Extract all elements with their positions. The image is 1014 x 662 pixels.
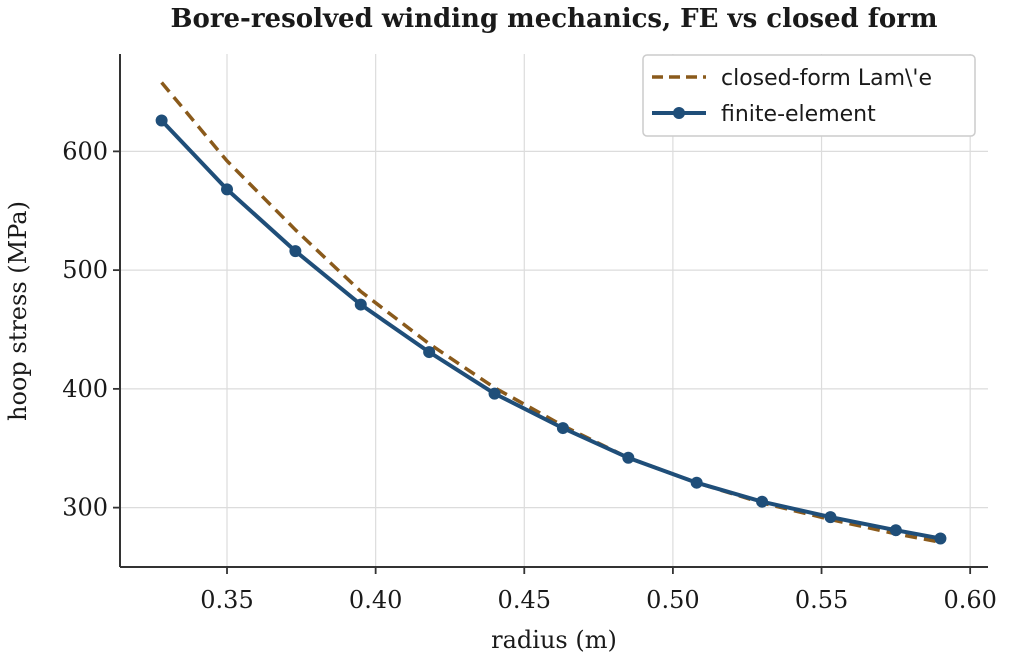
x-tick-label: 0.40 [349, 586, 402, 614]
legend-marker-finite-element [673, 107, 685, 119]
series-group [155, 81, 947, 545]
grid [120, 54, 988, 567]
finite-element-point [556, 422, 569, 435]
finite-element-point [488, 387, 501, 400]
finite-element-line [160, 119, 941, 541]
x-tick-label: 0.60 [943, 586, 996, 614]
finite-element-point [289, 245, 302, 258]
finite-element-point [690, 476, 703, 489]
finite-element-point [934, 532, 947, 545]
y-tick-label: 400 [62, 375, 108, 403]
x-tick-label: 0.35 [200, 586, 253, 614]
legend-label-closed-form: closed-form Lam\'e [721, 66, 932, 91]
y-tick-label: 500 [62, 256, 108, 284]
x-tick-label: 0.45 [498, 586, 551, 614]
y-tick-label: 600 [62, 137, 108, 165]
finite-element-point [221, 183, 234, 196]
x-axis-label: radius (m) [491, 626, 617, 654]
y-axis-label: hoop stress (MPa) [4, 201, 32, 421]
finite-element-point [889, 524, 902, 537]
y-tick-label: 300 [62, 494, 108, 522]
finite-element-point [155, 114, 168, 127]
axis-ticks: 0.35 0.40 0.45 0.50 0.55 0.60 300 400 500 600 [62, 137, 997, 614]
finite-element-point [622, 451, 635, 464]
x-tick-label: 0.55 [795, 586, 848, 614]
legend-box [642, 54, 976, 137]
finite-element-point [354, 298, 367, 311]
finite-element-point [756, 495, 769, 508]
finite-element-point [423, 346, 436, 359]
x-tick-label: 0.50 [646, 586, 699, 614]
legend: closed-form Lam\'e finite-element [642, 54, 976, 137]
finite-element-point [824, 511, 837, 524]
chart-title: Bore-resolved winding mechanics, FE vs c… [171, 4, 938, 34]
legend-label-finite-element: finite-element [721, 102, 876, 127]
